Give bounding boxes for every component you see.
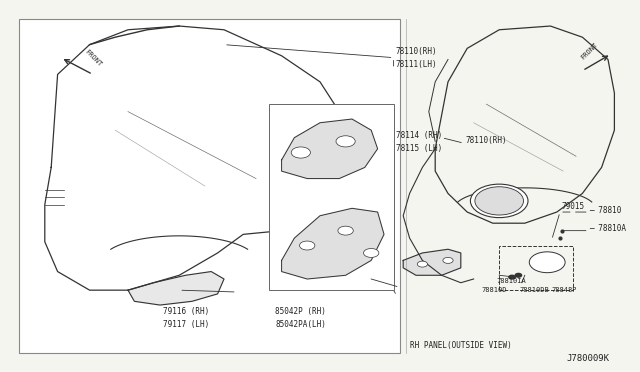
Text: 78848P: 78848P: [552, 287, 577, 293]
Text: 78115 (LH): 78115 (LH): [396, 144, 442, 153]
Circle shape: [509, 275, 515, 279]
Text: 78810D: 78810D: [481, 287, 507, 293]
Polygon shape: [128, 272, 224, 305]
Circle shape: [475, 187, 524, 215]
Bar: [269, 104, 394, 290]
Bar: [19, 19, 400, 353]
Polygon shape: [403, 249, 461, 275]
Circle shape: [470, 184, 528, 218]
Circle shape: [364, 248, 379, 257]
Text: 79117 (LH): 79117 (LH): [163, 320, 209, 329]
Bar: [499, 246, 573, 290]
Text: 78810DB: 78810DB: [520, 287, 549, 293]
Circle shape: [515, 273, 522, 277]
Circle shape: [336, 136, 355, 147]
Text: 85042P (RH): 85042P (RH): [275, 307, 326, 316]
Polygon shape: [282, 208, 384, 279]
Text: 79116 (RH): 79116 (RH): [163, 307, 209, 316]
Text: J780009K: J780009K: [566, 354, 609, 363]
Text: 78810IA: 78810IA: [496, 278, 525, 284]
Text: RH PANEL(OUTSIDE VIEW): RH PANEL(OUTSIDE VIEW): [410, 341, 511, 350]
Circle shape: [443, 257, 453, 263]
Text: 78110(RH): 78110(RH): [396, 47, 437, 56]
Circle shape: [529, 252, 565, 273]
Text: ─ 78810: ─ 78810: [589, 206, 621, 215]
Text: FRONT: FRONT: [83, 49, 102, 68]
Text: 85042PA(LH): 85042PA(LH): [275, 320, 326, 329]
Circle shape: [300, 241, 315, 250]
Circle shape: [417, 261, 428, 267]
Circle shape: [291, 147, 310, 158]
Text: 78111(LH): 78111(LH): [396, 60, 437, 69]
Text: FRONT: FRONT: [580, 41, 599, 61]
Text: 79015: 79015: [561, 202, 584, 211]
Text: ─ 78810A: ─ 78810A: [589, 224, 626, 233]
Circle shape: [338, 226, 353, 235]
Polygon shape: [282, 119, 378, 179]
Text: 78110(RH): 78110(RH): [465, 136, 507, 145]
Text: 78114 (RH): 78114 (RH): [396, 131, 442, 140]
